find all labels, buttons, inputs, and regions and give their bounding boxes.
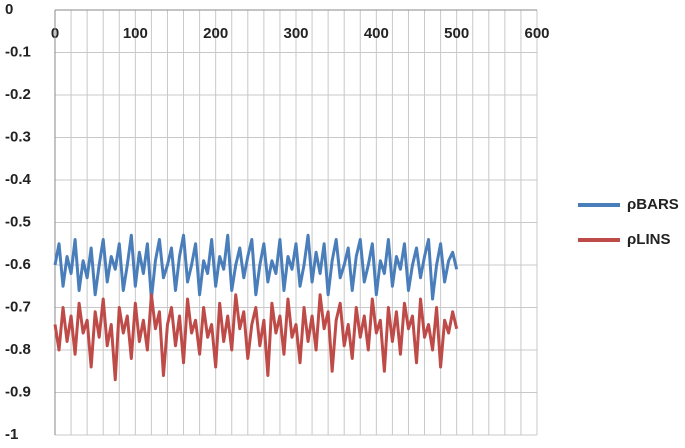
y-tick-label: -0.5 <box>5 213 31 230</box>
series-line <box>53 233 459 301</box>
legend-label: ρBARS <box>627 196 679 213</box>
y-tick-label: -0.8 <box>5 341 31 358</box>
y-tick-label: -0.1 <box>5 43 31 60</box>
y-tick-label: -1 <box>5 426 18 443</box>
y-tick-label: -0.6 <box>5 256 31 273</box>
y-tick-label: -0.3 <box>5 128 31 145</box>
x-tick-label: 100 <box>123 25 148 42</box>
x-tick-label: 300 <box>283 25 308 42</box>
x-tick-label: 600 <box>524 25 549 42</box>
series-line <box>53 293 459 382</box>
x-tick-label: 400 <box>364 25 389 42</box>
legend-label: ρLINS <box>627 231 670 248</box>
y-tick-label: -0.4 <box>5 171 32 188</box>
y-tick-label: -0.9 <box>5 383 31 400</box>
x-tick-label: 200 <box>203 25 228 42</box>
y-tick-label: -0.2 <box>5 86 31 103</box>
x-tick-label: 500 <box>444 25 469 42</box>
y-tick-label: 0 <box>5 1 13 18</box>
y-tick-label: -0.7 <box>5 298 31 315</box>
